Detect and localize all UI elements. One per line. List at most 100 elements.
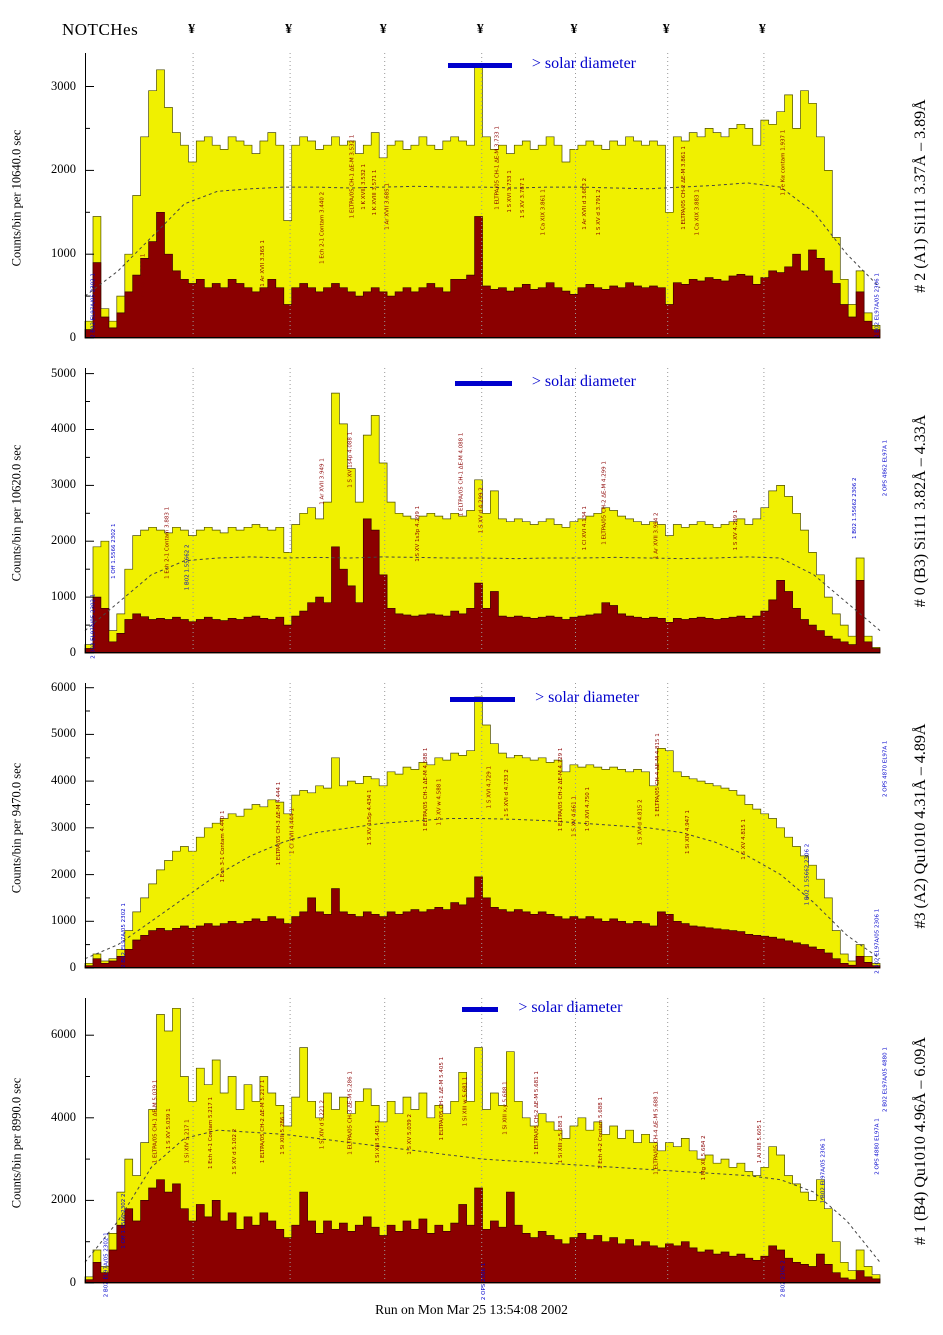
line-annotation: 1 Ech 2-1 Contam 3.883 1 — [165, 507, 171, 579]
notch-marker: ¥ — [758, 22, 766, 37]
line-annotation: 1 S XV 5.039 1 — [166, 1108, 172, 1149]
line-annotation: 1 S XV w 4.588 1 — [436, 778, 442, 825]
line-annotation: 1 S XVI 3.733 1 — [507, 170, 513, 212]
line-annotation: 1 ELTPA/05 CH-2 ΔE-M 3.861 1 — [681, 146, 687, 230]
line-annotation: 1 Mg XII 5.684 2 — [701, 1135, 707, 1180]
line-annotation: 1 Si XIII 5.405 1 — [375, 1120, 381, 1163]
solar-diameter-label: > solar diameter — [531, 372, 636, 390]
y-tick-label: 1000 — [51, 589, 76, 604]
line-annotation: 1 ELTPA/05 CH-1 ΔE-M 5.039 1 — [153, 1080, 159, 1164]
line-annotation: 1 ELTPA/05 CH-1 ΔE-M 3.532 1 — [350, 135, 356, 219]
y-tick-label: 2000 — [51, 866, 76, 881]
line-annotation: 1 S XV 3.787 1 — [520, 178, 526, 219]
line-annotation: 1 Ca XIX 3.861 1 — [541, 189, 547, 235]
y-tick-label: 2000 — [51, 533, 76, 548]
line-annotation: 1 S XV 1s4p 4.088 1 — [347, 432, 353, 488]
histogram-plot: 2 B02 EL97A/05 2302 1 1 Off 1.5566 2302 2… — [84, 998, 888, 1300]
line-annotation: 1 ELTPA/05 CH-2 ΔE-M 4.729 1 — [558, 748, 564, 832]
line-annotation: 2 B02 EL97A/05 2302 1 — [91, 273, 97, 338]
line-annotation: 1 Cl XVI 4.750 1 — [585, 787, 591, 831]
y-tick-label: 5000 — [51, 726, 76, 741]
y-tick-label: 1000 — [51, 246, 76, 261]
line-annotation: 1 Ar XVII 3.949 1 — [320, 458, 326, 505]
line-annotation: 1 S XVI 4.729 1 — [486, 766, 492, 808]
line-annotation: 1 B02 1.55662 2306 2 — [805, 844, 811, 906]
y-tick-label: 0 — [69, 330, 76, 344]
y-tick-label: 2000 — [51, 1192, 76, 1207]
line-annotation: 1 Si Kα contam 7.126 1 — [141, 254, 147, 319]
line-annotation: 1 ELTPA/05 CH-1 ΔE-M 4.088 1 — [459, 433, 465, 517]
channel-label: # 2 (A1) Si111 3.37Å – 3.89Å — [912, 99, 929, 293]
panel-ch1-b4-qu1010: Counts/bin per 8990.0 sec 2 B02 EL97A/05… — [0, 993, 943, 1305]
line-annotation: 1 Off 1.5566 2302 2 — [121, 1193, 127, 1248]
histogram-plot: 2 B02 EL97A/05 2302 1 1 Ech 3-1 Contam 4.… — [84, 683, 888, 974]
line-annotation: 1 K XVIII 3.532 1 — [361, 164, 367, 210]
channel-label: # 1 (B4) Qu1010 4.96Å – 6.09Å — [912, 1037, 929, 1245]
y-tick-label: 3000 — [51, 477, 76, 492]
notch-marker: ¥ — [476, 22, 484, 37]
line-annotation: 1 S XV 1s5p 4.434 1 — [367, 790, 373, 846]
line-annotation: 1 Ca XIX 3.883 1 — [695, 189, 701, 235]
line-annotation: 1 ELTPA/05 CH-4 ΔE-M 4.815 1 — [655, 733, 661, 817]
y-tick-label: 5000 — [51, 365, 76, 380]
line-annotation: 1 Ech 2-1 Contam 3.440 2 — [320, 192, 326, 264]
notches-header-title: NOTCHes — [62, 20, 139, 39]
line-annotation: 1 S XV 1s3p 4.299 1 — [415, 506, 421, 562]
line-annotation: 1 Cl XVI 4.134 1 — [582, 506, 588, 550]
line-annotation: 1 S XV 4.661 1 — [572, 796, 578, 837]
line-annotation: 1 ELTPA/05 CH-3 ΔE-M 4.444 1 — [276, 782, 282, 866]
line-annotation: 2 OPS 4880 EL97A 1 — [874, 1118, 880, 1174]
notch-marker: ¥ — [285, 22, 293, 37]
y-tick-label: 6000 — [51, 679, 76, 694]
run-timestamp: Run on Mon Mar 25 13:54:08 2002 — [375, 1302, 568, 1317]
solar-diameter-bar — [461, 1006, 499, 1012]
solar-diameter-bar — [454, 380, 512, 386]
notch-marker: ¥ — [662, 22, 670, 37]
line-annotation: 1 S XV d 4.299 2 — [479, 487, 485, 533]
line-annotation: 1 S XVI d 4.733 2 — [504, 769, 510, 817]
line-annotation: 1 ELTPA/05 CH-4 ΔE-M 5.688 1 — [653, 1091, 659, 1175]
line-annotation: 1 Si XIV 4.947 1 — [685, 810, 691, 854]
line-annotation: 1 ELTPA/05 CH-1 ΔE-M 3.733 1 — [494, 126, 500, 210]
y-tick-label: 6000 — [51, 1027, 76, 1042]
line-annotation: 2 B02 EL97A/05 2306 1 — [874, 273, 880, 338]
line-annotation: 1 B02 EL97A/05 2306 1 — [820, 1138, 826, 1203]
line-annotation: 1 Si XIV 5.217 1 — [184, 1119, 190, 1163]
y-tick-label: 3000 — [51, 819, 76, 834]
line-annotation: 1 ELTPA/05 CH-3 ΔE-M 5.286 1 — [347, 1071, 353, 1155]
solar-diameter-bar — [448, 62, 512, 68]
line-annotation: 1 Si XIII z 5.688 1 — [558, 1115, 564, 1163]
line-annotation: 2 B02 EL97A/05 2302 1 — [121, 903, 127, 968]
line-annotation: 1 K XVIII 3.571 1 — [372, 170, 378, 216]
line-annotation: 2 B02 EL97A/05 2302 1 — [91, 594, 97, 659]
channel-label: # 0 (B3) Si111 3.82Å – 4.33Å — [912, 414, 929, 608]
line-annotation: 1 B02 1.55662 2306 2 — [852, 477, 858, 539]
panel-ch2-a1-si111: Counts/bin per 10640.0 sec 2 B02 EL97A/0… — [0, 48, 943, 360]
line-annotation: 1 Si XIV d 5.221 2 — [320, 1100, 326, 1149]
line-annotation: 1 Fe Kα contam 1.937 1 — [781, 130, 787, 196]
solar-diameter-label: > solar diameter — [518, 998, 623, 1016]
line-annotation: 2 OPS 2306 1 — [481, 1263, 487, 1300]
y-tick-label: 4000 — [51, 773, 76, 788]
solar-diameter-label: > solar diameter — [535, 689, 640, 707]
line-annotation: 2 OPS 4862 EL97A 1 — [882, 440, 888, 496]
line-annotation: 1 S XV 4.299 1 — [733, 510, 739, 551]
line-annotation: 1 Al XIII 5.605 1 — [757, 1120, 763, 1164]
y-tick-label: 1000 — [51, 913, 76, 928]
line-annotation: 2 B02 EL97A/05 2306 1 — [874, 909, 880, 974]
line-annotation: 1 ELTPA/05 CH-1 ΔE-M 5.405 1 — [439, 1057, 445, 1141]
solar-diameter-bar — [449, 697, 516, 703]
line-annotation: 1 Ar XVII d 3.683 2 — [582, 178, 588, 230]
line-annotation: 1 Off 1.5566 2302 1 — [111, 524, 117, 579]
line-annotation: 1 Ar XVII 3.994 2 — [653, 512, 659, 559]
notch-marker: ¥ — [570, 22, 578, 37]
y-tick-label: 0 — [69, 960, 76, 974]
line-annotation: 1 Ech 3-1 Contam 4.440 1 — [220, 810, 226, 882]
y-axis-label: Counts/bin per 10620.0 sec — [9, 444, 24, 582]
channel-label: #3 (A2) Qu1010 4.31Å – 4.89Å — [912, 723, 929, 929]
y-tick-label: 3000 — [51, 78, 76, 93]
line-annotation: 1 Si XIII 5.286 1 — [280, 1111, 286, 1154]
y-tick-label: 0 — [69, 1275, 76, 1289]
y-tick-label: 0 — [69, 645, 76, 659]
